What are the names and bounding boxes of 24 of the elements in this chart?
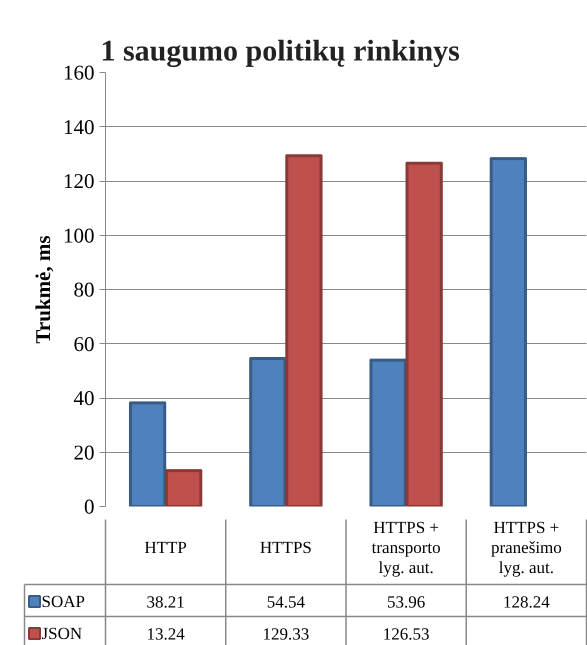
chart-title: 1 saugumo politikų rinkinys xyxy=(100,34,460,68)
data-label: 126.53 xyxy=(382,624,430,644)
data-label: 128.24 xyxy=(503,592,550,612)
y-axis-title: Trukmė, ms xyxy=(31,235,55,344)
x-tick-label: HTTPS + pranešimo lyg. aut. xyxy=(490,518,562,577)
y-tick-label: 80 xyxy=(74,278,94,302)
legend-label: SOAP xyxy=(42,592,85,611)
y-tick-label: 160 xyxy=(63,60,94,84)
y-tick-label: 0 xyxy=(84,494,94,518)
y-tick-label: 120 xyxy=(63,169,94,193)
x-tick-label: HTTP xyxy=(144,538,187,557)
data-label: 13.24 xyxy=(146,624,186,644)
y-tick-label: 100 xyxy=(63,223,94,248)
x-tick-label: HTTPS + transporto lyg. aut. xyxy=(372,518,441,577)
data-label: 129.33 xyxy=(262,624,310,644)
y-tick-label: 60 xyxy=(74,332,94,356)
legend-label: JSON xyxy=(42,624,82,643)
x-tick-label: HTTPS xyxy=(260,538,312,557)
data-label: 54.54 xyxy=(266,592,306,612)
y-tick-label: 140 xyxy=(63,114,94,139)
data-label: 38.21 xyxy=(146,592,185,612)
y-tick-label: 20 xyxy=(74,440,94,464)
data-label: 53.96 xyxy=(387,592,426,612)
y-tick-label: 40 xyxy=(74,386,94,410)
